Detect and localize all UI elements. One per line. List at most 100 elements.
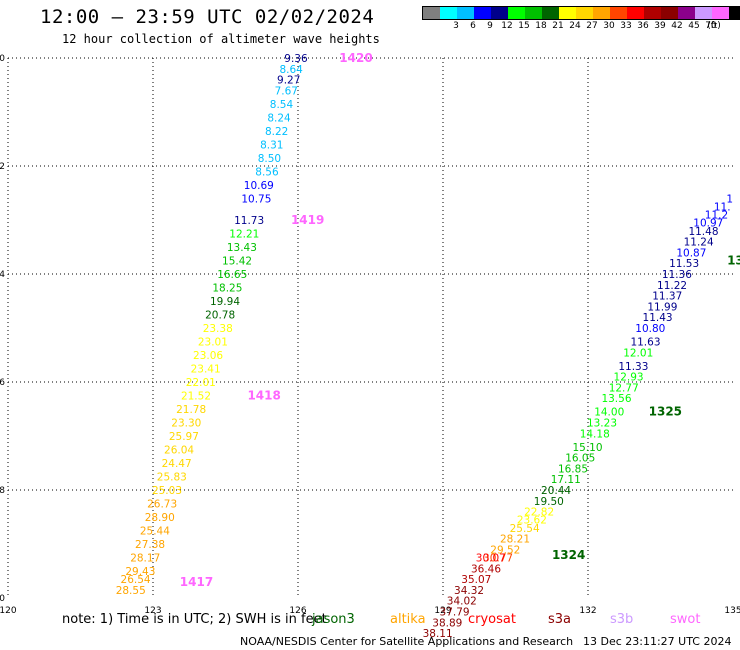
wave-height-label: 15.42 <box>222 256 252 268</box>
wave-height-label: 28.55 <box>116 585 146 597</box>
wave-height-label: 11.24 <box>684 237 714 249</box>
legend-altika: altika <box>390 612 426 627</box>
lat-tick-label: -48 <box>0 486 5 496</box>
wave-height-label: 8.50 <box>258 153 281 165</box>
wave-height-label: 13.56 <box>601 393 631 405</box>
wave-height-label: 36.46 <box>471 563 501 575</box>
pass-time-label: 1324 <box>552 548 585 562</box>
wave-height-label: 9.36 <box>284 53 308 65</box>
wave-height-label: 1 <box>726 193 733 205</box>
wave-height-label: 8.64 <box>279 64 303 76</box>
scale-swatch <box>440 7 457 19</box>
scale-tick-label: 12 <box>501 21 513 31</box>
wave-height-label: 16.65 <box>217 269 247 281</box>
pass-time-label: 13 <box>727 254 740 268</box>
scale-swatch <box>695 7 712 19</box>
wave-height-label: 11.36 <box>662 269 692 281</box>
credit-line: NOAA/NESDIS Center for Satellite Applica… <box>240 635 574 648</box>
wave-height-label: 9.27 <box>277 75 300 87</box>
lon-tick-label: 129 <box>434 606 451 616</box>
scale-unit-label: (ft) <box>707 21 721 31</box>
pass-time-label: 1325 <box>649 405 682 419</box>
wave-height-label: 11.63 <box>630 337 660 349</box>
scale-swatch <box>610 7 627 19</box>
scale-swatch <box>559 7 576 19</box>
wave-height-label: 23.62 <box>517 515 547 527</box>
wave-height-label: 19.50 <box>534 496 564 508</box>
wave-height-label: 11. <box>714 202 731 214</box>
scale-swatch <box>593 7 610 19</box>
wave-height-label: 8.22 <box>265 126 288 138</box>
wave-height-label: 22.82 <box>524 507 554 519</box>
wave-height-label: 21.78 <box>176 404 206 416</box>
scale-tick-label: 18 <box>535 21 547 31</box>
scale-tick-label: 70 <box>705 21 717 31</box>
wave-height-label: 20.44 <box>541 485 571 497</box>
wave-height-label: 25.44 <box>140 526 170 538</box>
lon-tick-label: 126 <box>289 606 306 616</box>
scale-tick-label: 6 <box>470 21 476 31</box>
lat-tick-label: -44 <box>0 270 5 280</box>
scale-tick-label: 42 <box>671 21 683 31</box>
scale-swatch <box>661 7 678 19</box>
wave-height-label: 38.11 <box>423 628 453 640</box>
wave-height-label: 11.53 <box>669 258 699 270</box>
color-scale-bar <box>422 6 740 20</box>
wave-height-label: 11.43 <box>643 312 673 324</box>
footer-note: note: 1) Time is in UTC; 2) SWH is in fe… <box>62 612 327 627</box>
wave-height-label: 20.78 <box>205 310 235 322</box>
lat-tick-label: -46 <box>0 378 5 388</box>
scale-tick-label: 3 <box>453 21 459 31</box>
wave-height-label: 25.83 <box>157 472 187 484</box>
pass-time-label: 1420 <box>339 51 372 65</box>
wave-height-label: 13.23 <box>587 418 617 430</box>
scale-swatch <box>457 7 474 19</box>
wave-height-label: 28.21 <box>500 534 530 546</box>
scale-swatch <box>474 7 491 19</box>
wave-height-label: 10.75 <box>241 193 271 205</box>
wave-height-label: 35.07 <box>461 574 491 586</box>
lat-tick-label: -42 <box>0 162 5 172</box>
wave-height-label: 23.06 <box>193 350 223 362</box>
scale-tick-label: 33 <box>620 21 632 31</box>
wave-height-label: 24.47 <box>162 458 192 470</box>
wave-height-label: 27.38 <box>135 539 165 551</box>
scale-tick-label: 36 <box>637 21 649 31</box>
scale-tick-label: 45 <box>688 21 700 31</box>
wave-height-label: 19.94 <box>210 296 240 308</box>
pass-time-label: 1417 <box>180 575 213 589</box>
scale-swatch <box>576 7 593 19</box>
wave-height-label: 30.07 <box>476 553 506 565</box>
scale-swatch <box>644 7 661 19</box>
chart-subtitle: 12 hour collection of altimeter wave hei… <box>62 32 380 46</box>
wave-height-label: 12.01 <box>623 347 653 359</box>
legend-swot: swot <box>670 612 701 627</box>
wave-height-label: 25.97 <box>169 431 199 443</box>
scale-tick-label: 9 <box>487 21 493 31</box>
wave-height-label: 26.73 <box>147 499 177 511</box>
wave-height-label: 7.67 <box>275 85 298 97</box>
wave-height-label: 11.22 <box>657 280 687 292</box>
chart-title: 12:00 — 23:59 UTC 02/02/2024 <box>40 6 375 28</box>
pass-time-label: 1419 <box>291 213 324 227</box>
wave-height-label: 25.03 <box>152 485 182 497</box>
wave-height-label: 30.77 <box>483 553 513 565</box>
wave-height-label: 8.56 <box>255 166 279 178</box>
wave-height-label: 11.33 <box>618 361 648 373</box>
wave-height-label: 10.87 <box>676 247 706 259</box>
wave-height-label: 16.05 <box>565 453 595 465</box>
scale-swatch <box>712 7 729 19</box>
wave-height-label: 10.80 <box>635 323 665 335</box>
lon-tick-label: 123 <box>144 606 161 616</box>
wave-height-label: 10.97 <box>693 218 723 230</box>
scale-tick-label: 30 <box>603 21 615 31</box>
legend-s3b: s3b <box>610 612 634 627</box>
wave-height-label: 26.04 <box>164 445 194 457</box>
lat-tick-label: -50 <box>0 594 5 604</box>
scale-swatch <box>508 7 525 19</box>
wave-height-label: 13.43 <box>227 242 257 254</box>
wave-height-label: 23.01 <box>198 337 228 349</box>
wave-height-label: 11.48 <box>688 226 718 238</box>
wave-height-label: 11.99 <box>647 301 677 313</box>
wave-height-label: 28.17 <box>130 553 160 565</box>
